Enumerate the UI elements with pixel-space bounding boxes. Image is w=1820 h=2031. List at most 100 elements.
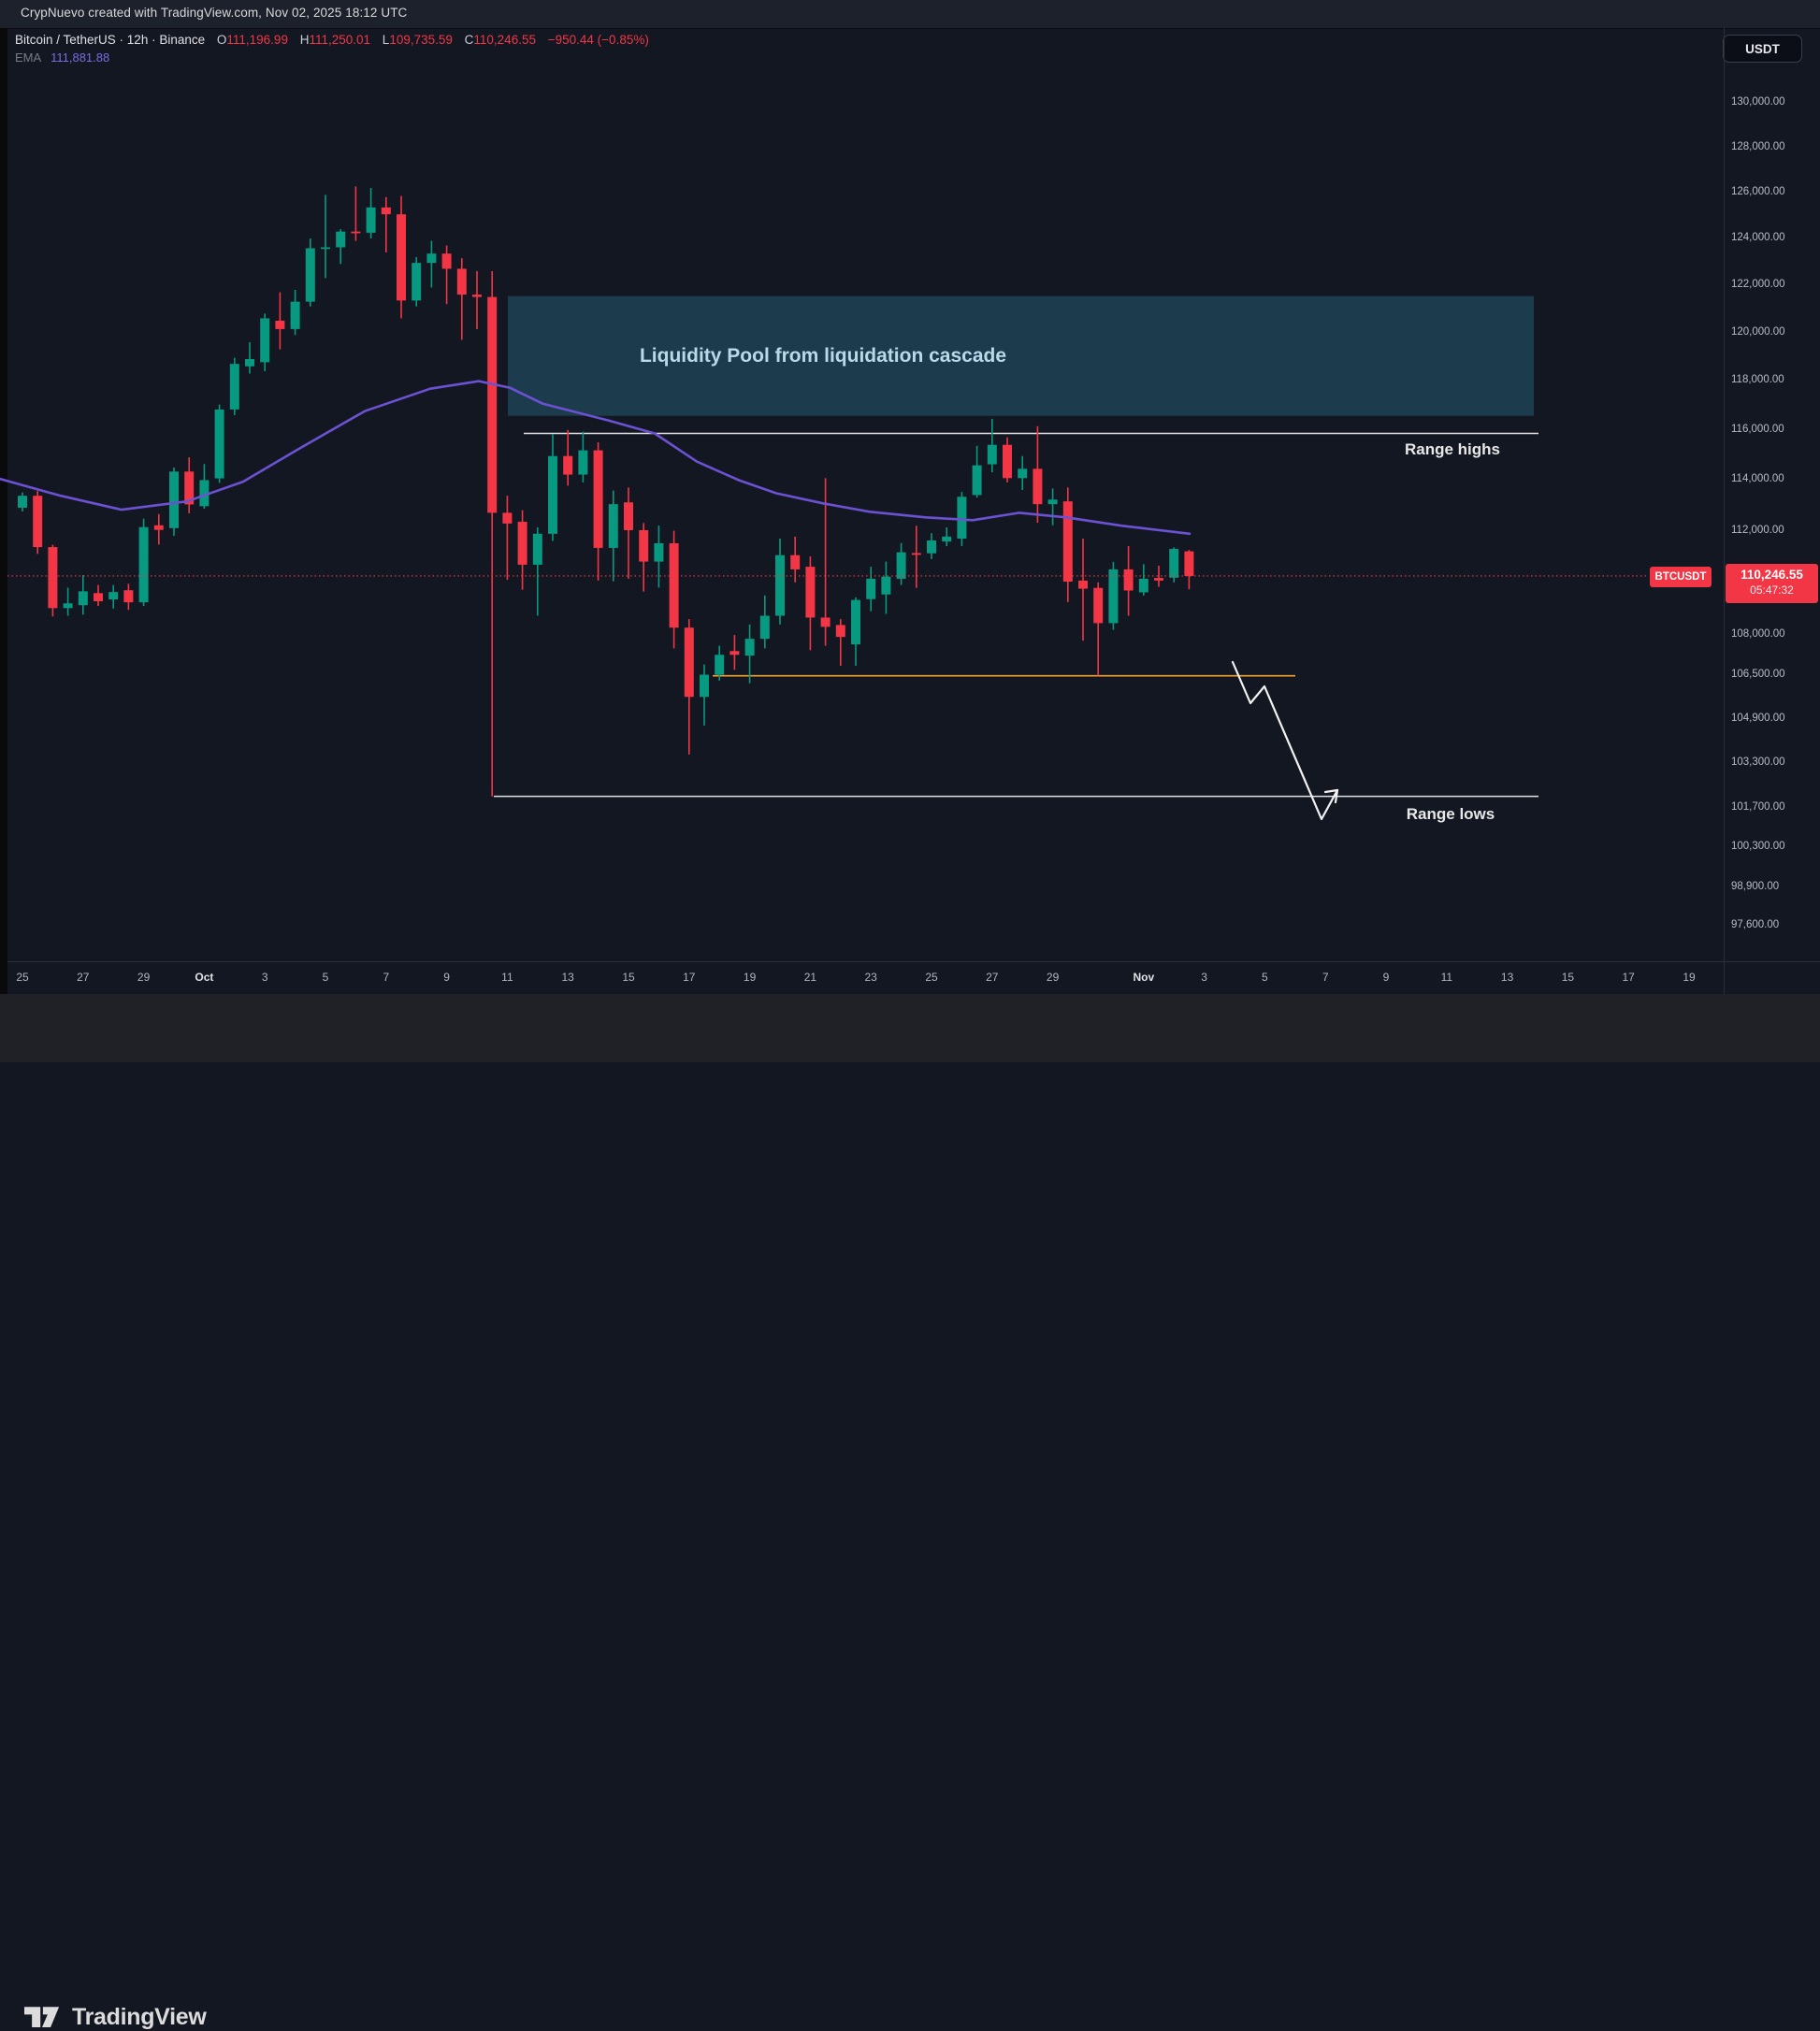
time-axis-tick: 23 bbox=[864, 971, 877, 984]
low-label: L bbox=[382, 33, 390, 47]
candle-body bbox=[715, 655, 725, 675]
candle-body bbox=[669, 542, 679, 628]
candle-body bbox=[138, 526, 149, 603]
tradingview-logo: TradingView bbox=[24, 2004, 207, 2031]
candle-body bbox=[790, 555, 801, 569]
candle-body bbox=[1062, 501, 1073, 582]
price-axis-tick: 104,900.00 bbox=[1731, 712, 1785, 724]
candle-body bbox=[275, 320, 285, 329]
candle-body bbox=[199, 480, 209, 507]
candle-body bbox=[472, 295, 482, 297]
time-axis-tick: Oct bbox=[195, 971, 214, 984]
candle-body bbox=[1078, 580, 1088, 589]
price-axis-tick: 128,000.00 bbox=[1731, 140, 1785, 152]
time-axis-tick: 25 bbox=[925, 971, 938, 984]
candle-body bbox=[578, 450, 588, 475]
range-highs-label: Range highs bbox=[1404, 440, 1500, 458]
ema-indicator-row[interactable]: EMA 111,881.88 bbox=[15, 50, 109, 65]
candle-wick bbox=[249, 341, 251, 374]
open-label: O bbox=[216, 33, 227, 47]
candle-body bbox=[1047, 499, 1058, 505]
time-axis-tick: 5 bbox=[322, 971, 329, 984]
candle-body bbox=[153, 525, 164, 530]
price-axis-tick: 116,000.00 bbox=[1731, 423, 1784, 435]
last-price-badge: 110,246.55 05:47:32 bbox=[1726, 564, 1818, 603]
candle-wick bbox=[537, 526, 539, 616]
candle-body bbox=[321, 247, 330, 250]
candle-body bbox=[397, 214, 406, 301]
price-axis-tick: 101,700.00 bbox=[1731, 800, 1785, 813]
time-axis-tick: 15 bbox=[1561, 971, 1575, 984]
candle-body bbox=[896, 552, 906, 579]
time-axis-separator bbox=[7, 961, 1820, 962]
liquidity-pool-zone bbox=[508, 295, 1534, 416]
candle-body bbox=[94, 593, 103, 601]
candle-body bbox=[169, 471, 179, 528]
candle-body bbox=[1123, 569, 1134, 591]
symbol-title[interactable]: Bitcoin / TetherUS · 12h · Binance bbox=[15, 33, 206, 47]
candle-body bbox=[1138, 578, 1148, 593]
price-axis-tick: 120,000.00 bbox=[1731, 325, 1785, 338]
price-axis-tick: 112,000.00 bbox=[1731, 524, 1784, 536]
time-axis-tick: 13 bbox=[561, 971, 574, 984]
candle-body bbox=[1003, 444, 1012, 479]
projection-arrow bbox=[1231, 660, 1339, 821]
ema-value: 111,881.88 bbox=[51, 50, 110, 65]
candle-body bbox=[48, 547, 58, 609]
time-axis-tick: 27 bbox=[77, 971, 90, 984]
candle-body bbox=[911, 553, 921, 555]
time-axis-tick: 19 bbox=[1683, 971, 1696, 984]
candle-body bbox=[290, 301, 300, 329]
candle-body bbox=[532, 533, 542, 565]
time-axis-tick: 17 bbox=[683, 971, 696, 984]
candle-wick bbox=[1051, 488, 1054, 526]
candle-body bbox=[184, 471, 195, 505]
price-axis-tick: 122,000.00 bbox=[1731, 278, 1785, 290]
candle-body bbox=[805, 567, 816, 618]
candle-wick bbox=[1097, 582, 1099, 676]
candle-body bbox=[1154, 578, 1163, 581]
candle-body bbox=[654, 542, 664, 562]
candle-body bbox=[1018, 468, 1028, 479]
candle-body bbox=[972, 465, 982, 496]
price-axis-tick: 118,000.00 bbox=[1731, 374, 1784, 386]
candle-body bbox=[775, 555, 785, 616]
symbol-header[interactable]: Bitcoin / TetherUS · 12h · Binance O111,… bbox=[15, 33, 649, 47]
tradingview-logo-text: TradingView bbox=[72, 2004, 207, 2030]
candle-wick bbox=[476, 270, 478, 329]
price-axis-tick: 98,900.00 bbox=[1731, 881, 1780, 893]
candle-body bbox=[229, 364, 239, 410]
candle-body bbox=[214, 409, 224, 479]
candle-body bbox=[563, 455, 573, 475]
candle-body bbox=[63, 603, 73, 609]
candle-body bbox=[412, 263, 422, 301]
candle-wick bbox=[916, 526, 917, 588]
time-axis-tick: Nov bbox=[1133, 971, 1155, 984]
ema-label: EMA bbox=[15, 50, 41, 65]
low-value: 109,735.59 bbox=[389, 33, 453, 47]
time-axis-tick: 17 bbox=[1622, 971, 1635, 984]
price-axis-tick: 108,000.00 bbox=[1731, 628, 1785, 641]
change-value: −950.44 (−0.85%) bbox=[547, 33, 649, 47]
candle-wick bbox=[1158, 566, 1160, 587]
candle-body bbox=[18, 496, 27, 508]
price-chart-canvas[interactable] bbox=[0, 0, 1820, 1062]
candle-body bbox=[78, 591, 88, 606]
price-axis-tick: 97,600.00 bbox=[1731, 919, 1780, 930]
candle-body bbox=[593, 450, 603, 548]
tradingview-logo-icon bbox=[24, 2006, 60, 2027]
candle-wick bbox=[506, 496, 509, 581]
candle-wick bbox=[445, 245, 448, 305]
candle-body bbox=[351, 231, 361, 234]
bottom-bar: TradingView bbox=[0, 994, 1820, 2030]
time-axis-tick: 19 bbox=[743, 971, 757, 984]
candle-body bbox=[1033, 468, 1043, 505]
candle-body bbox=[1093, 587, 1104, 624]
candle-body bbox=[639, 529, 649, 562]
currency-toggle-button[interactable]: USDT bbox=[1723, 35, 1802, 63]
candle-body bbox=[305, 248, 315, 302]
time-axis-tick: 3 bbox=[1201, 971, 1207, 984]
last-price-value: 110,246.55 bbox=[1741, 568, 1803, 582]
candlestick-series bbox=[18, 186, 1194, 797]
price-axis-tick: 103,300.00 bbox=[1731, 756, 1785, 768]
